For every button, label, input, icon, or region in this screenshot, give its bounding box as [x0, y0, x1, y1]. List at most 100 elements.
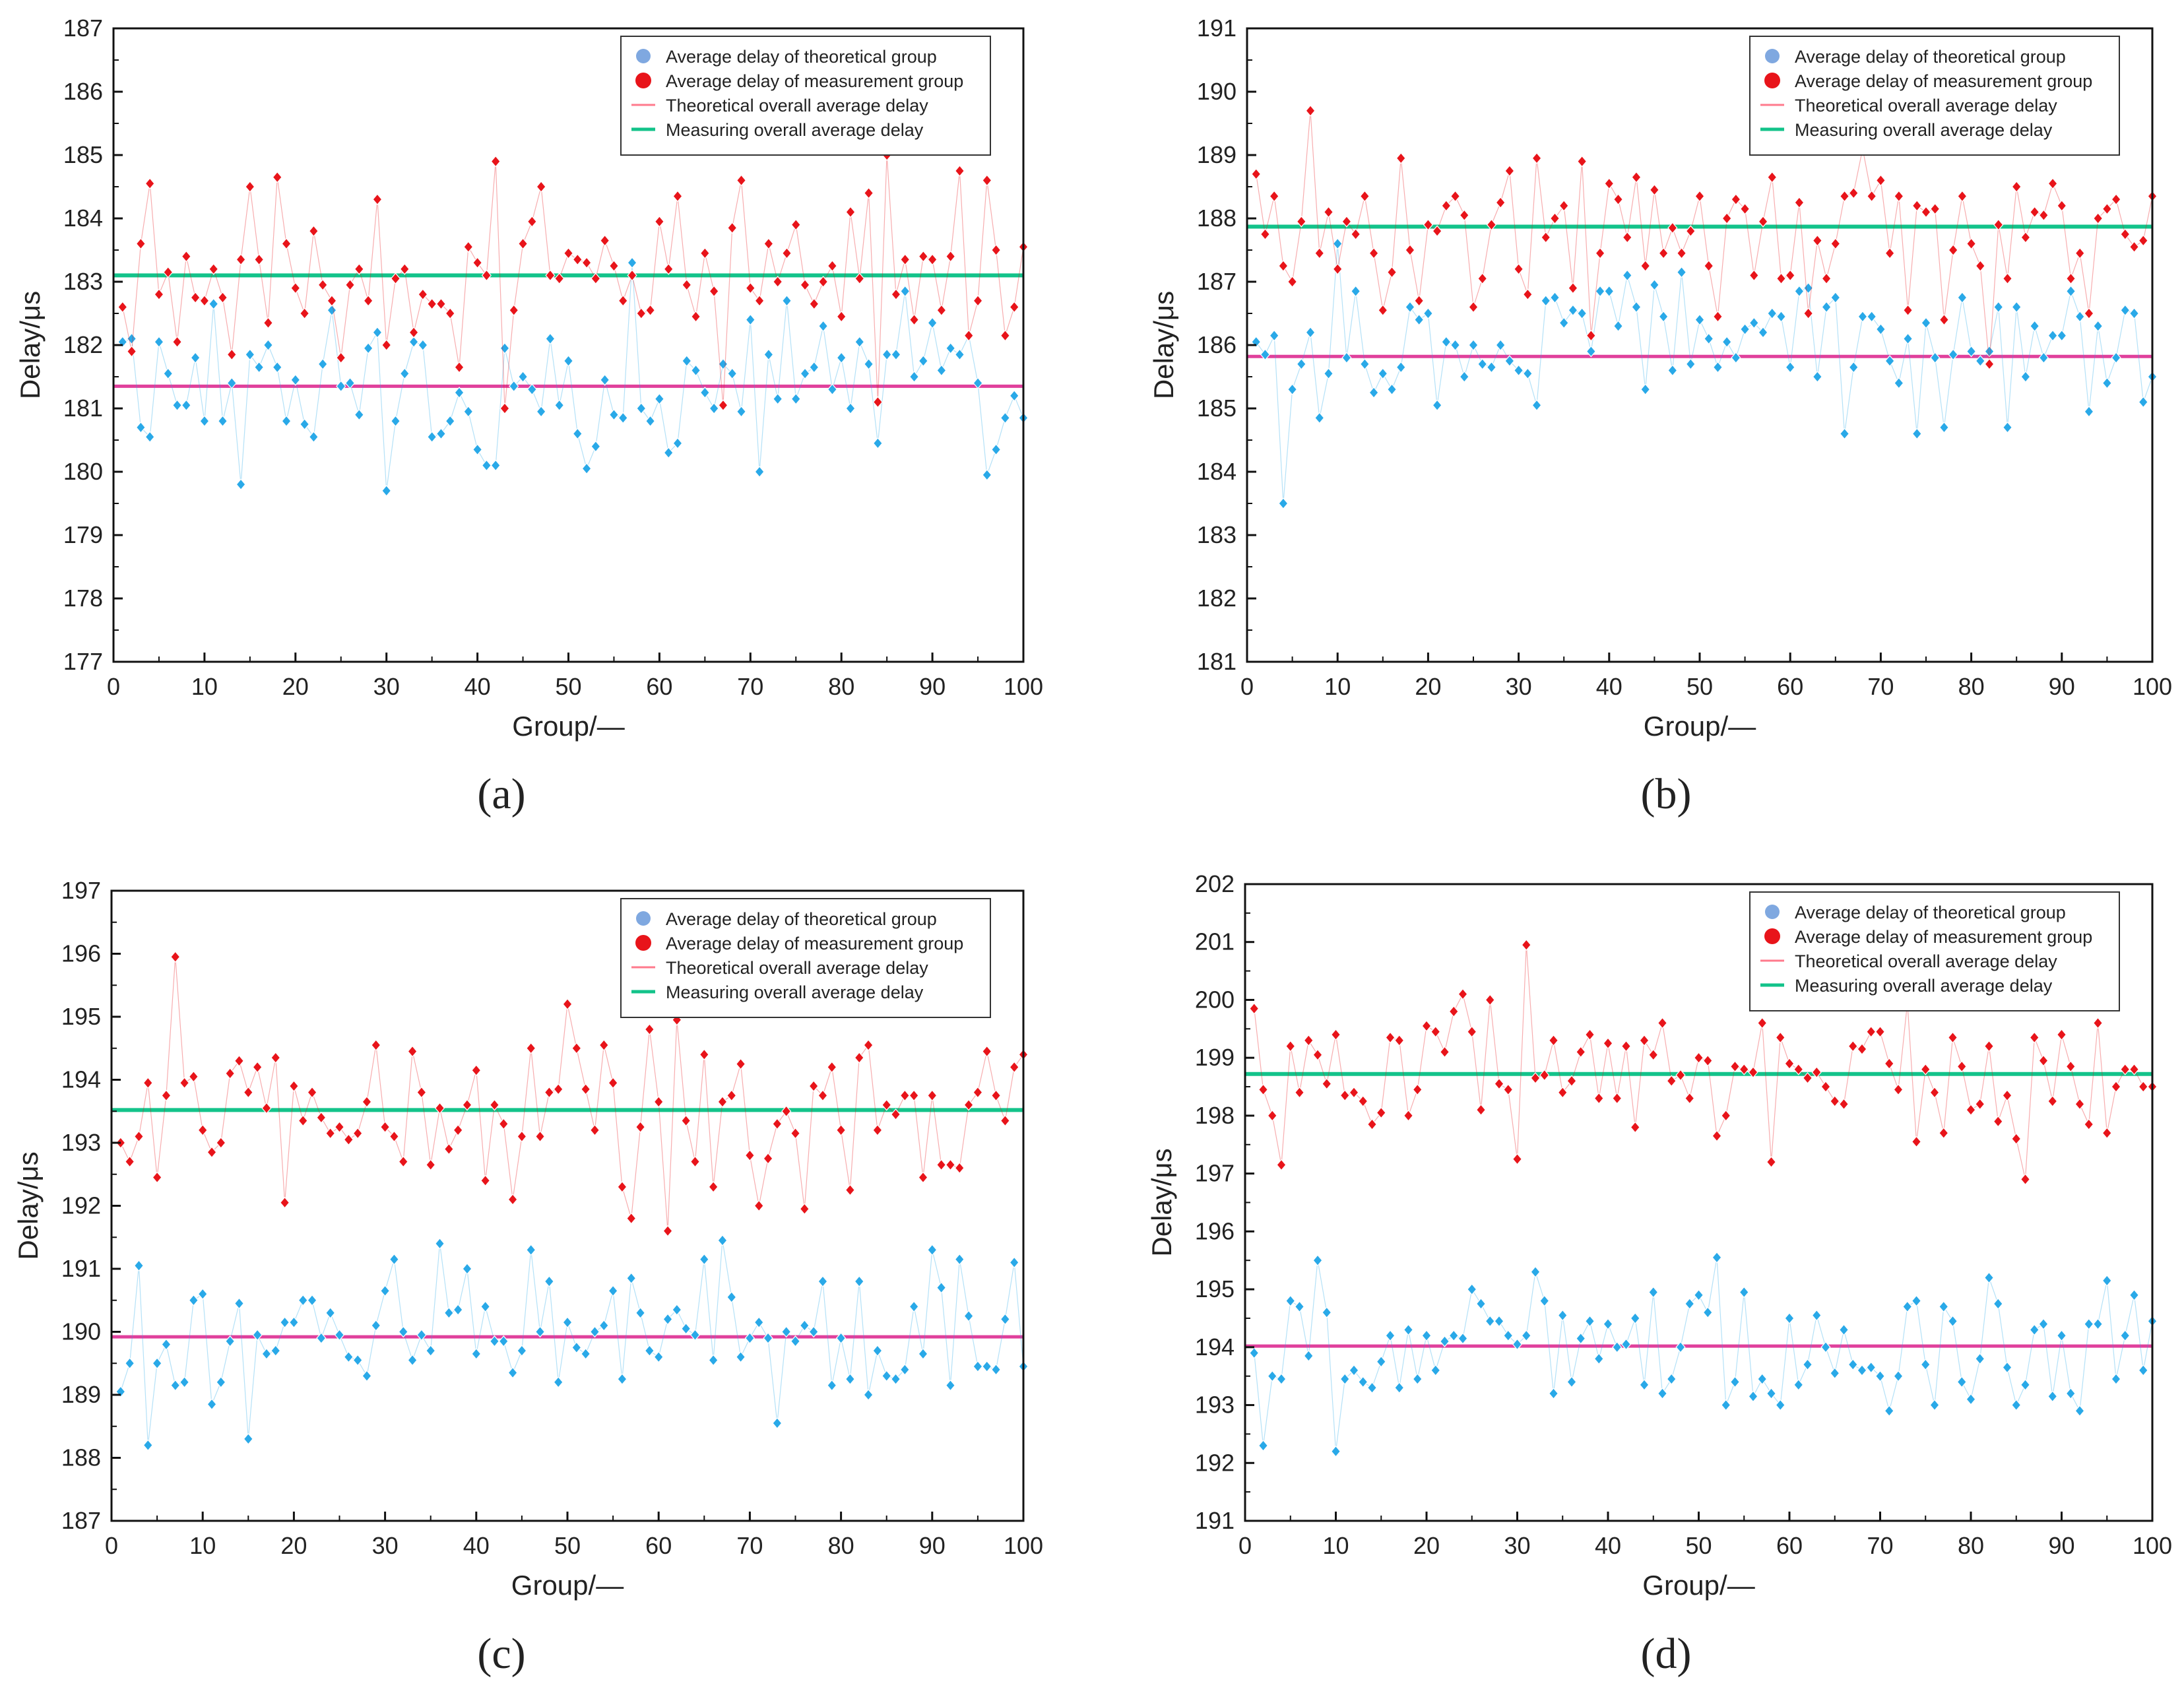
theoretical-point [745, 313, 755, 326]
measurement-point [1631, 171, 1642, 183]
measurement-point [1394, 1034, 1405, 1046]
y-tick-label: 191 [61, 1255, 101, 1282]
legend: Average delay of theoretical group Averag… [1749, 36, 2120, 156]
measurement-point [1278, 260, 1289, 272]
theoretical-point [354, 408, 364, 421]
y-tick-label: 182 [1197, 585, 1237, 612]
theoretical-point [1267, 1370, 1277, 1382]
x-tick-label: 20 [280, 1532, 307, 1559]
x-tick-label: 100 [1004, 1532, 1043, 1559]
theoretical-point [1000, 412, 1011, 424]
theoretical-point [2020, 371, 2031, 383]
measurement-point [407, 1045, 418, 1058]
measurement-point [618, 294, 628, 307]
theoretical-point [1676, 266, 1687, 278]
theoretical-point [1521, 1329, 1531, 1342]
measurement-point [936, 304, 947, 317]
measurement-point [2011, 1133, 2022, 1145]
legend-label: Average delay of theoretical group [1795, 47, 2066, 67]
x-tick-label: 0 [105, 1532, 118, 1559]
theoretical-point [1378, 368, 1388, 380]
measurement-point [1639, 1034, 1650, 1046]
theoretical-point [2056, 1329, 2067, 1342]
legend-label: Average delay of theoretical group [666, 47, 937, 67]
x-tick-label: 100 [2133, 1532, 2172, 1559]
measurement-point [2002, 272, 2013, 285]
theoretical-point [554, 399, 565, 412]
measurement-point [1993, 1115, 2003, 1128]
measurement-point [1577, 155, 1588, 168]
theoretical-point [845, 402, 856, 414]
theoretical-point [1857, 310, 1868, 323]
measurement-point [1566, 1075, 1577, 1087]
theoretical-point [709, 402, 719, 414]
measurement-point [735, 1058, 746, 1070]
measurement-point [845, 206, 856, 218]
measurement-point [709, 285, 719, 298]
legend-label: Measuring overall average delay [666, 120, 924, 140]
theoretical-point [2102, 1275, 2112, 1287]
theoretical-point [1593, 1353, 1604, 1365]
measurement-point [1721, 1109, 1731, 1122]
theoretical-point [936, 364, 947, 377]
measurement-point [1685, 225, 1696, 238]
theoretical-point [279, 1316, 290, 1329]
theoretical-point [1595, 285, 1605, 298]
measurement-point [654, 215, 664, 228]
theoretical-point [827, 383, 837, 396]
measurement-point [135, 238, 146, 250]
theoretical-point [818, 1275, 828, 1288]
measurement-point [462, 1099, 472, 1111]
legend-box [1749, 36, 2120, 156]
theoretical-point [909, 1300, 919, 1313]
x-tick-label: 80 [828, 673, 854, 700]
theoretical-point [161, 1338, 172, 1351]
theoretical-point [115, 1386, 126, 1398]
theoretical-point [390, 415, 401, 428]
x-tick-label: 100 [1004, 673, 1043, 700]
x-axis-label: Group/— [511, 1570, 624, 1601]
measurement-point [790, 1127, 801, 1139]
theoretical-point [1385, 1329, 1396, 1342]
measurement-series-line [1254, 945, 2152, 1180]
theoretical-point [1821, 301, 1832, 313]
measurement-point [600, 234, 610, 247]
measurement-point [317, 278, 328, 291]
measurement-point [279, 1196, 290, 1209]
measurement-point [1459, 209, 1469, 222]
theoretical-point [2120, 304, 2131, 317]
measurement-point [781, 1105, 792, 1118]
measurement-point [143, 1077, 153, 1089]
theoretical-point [1749, 317, 1759, 329]
x-tick-label: 70 [1867, 1532, 1893, 1559]
y-tick-label: 191 [1197, 15, 1237, 42]
theoretical-point [1839, 428, 1850, 440]
measurement-point [1486, 218, 1497, 231]
theoretical-point [800, 368, 810, 380]
theoretical-point [298, 1294, 308, 1306]
theoretical-point [1884, 355, 1895, 367]
measurement-point [918, 1171, 928, 1184]
theoretical-point [1604, 285, 1615, 298]
measurement-point [763, 1152, 773, 1165]
x-tick-label: 20 [1413, 1532, 1440, 1559]
theoretical-point [872, 437, 883, 449]
theoretical-point [882, 348, 892, 361]
measurement-point [172, 336, 183, 348]
theoretical-point [2092, 1318, 2104, 1330]
measurement-point [1811, 1066, 1822, 1079]
measurement-point [818, 276, 829, 288]
measurement-point [236, 253, 246, 266]
measurement-point [1785, 269, 1795, 282]
theoretical-point [179, 1376, 190, 1388]
theoretical-point [1249, 1347, 1260, 1359]
y-axis-label: Delay/μs [13, 1151, 44, 1260]
measurement-point [672, 190, 683, 203]
theoretical-point [1494, 1315, 1504, 1328]
measurement-point [1439, 1046, 1450, 1058]
measurement-point [1403, 1109, 1414, 1122]
measurement-point [2065, 1060, 2076, 1073]
theoretical-point [509, 380, 519, 393]
theoretical-point [899, 1363, 910, 1376]
measurement-point [471, 1064, 482, 1077]
